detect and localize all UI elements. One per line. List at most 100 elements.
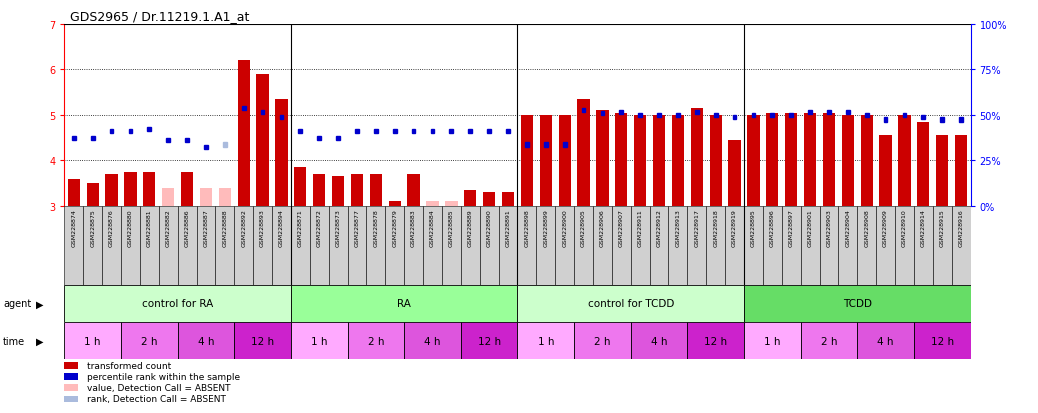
Bar (348, 206, 366, 285)
Text: GSM228906: GSM228906 (600, 209, 605, 247)
Text: 1 h: 1 h (538, 336, 554, 346)
Text: 2 h: 2 h (821, 336, 838, 346)
Text: 2 h: 2 h (367, 336, 384, 346)
Bar (242, 107, 246, 111)
Bar (687, 206, 706, 285)
Text: GSM228916: GSM228916 (958, 209, 963, 247)
Bar (392, 130, 397, 133)
Bar (770, 114, 774, 118)
Bar (563, 143, 567, 147)
Bar (593, 206, 611, 285)
Bar (461, 206, 480, 285)
Text: GSM228878: GSM228878 (374, 209, 379, 247)
Text: time: time (3, 336, 25, 346)
Bar (782, 206, 800, 285)
Text: GSM228872: GSM228872 (317, 209, 322, 247)
Bar (181, 173, 193, 206)
Text: 12 h: 12 h (931, 336, 954, 346)
Text: 1 h: 1 h (311, 336, 327, 346)
Bar (294, 168, 306, 206)
Bar (185, 139, 189, 142)
Text: 1 h: 1 h (84, 336, 101, 346)
Bar (620, 110, 623, 114)
Text: 2 h: 2 h (141, 336, 158, 346)
Bar (388, 202, 401, 206)
Bar (634, 116, 647, 206)
Bar (521, 116, 534, 206)
Bar (355, 130, 359, 133)
Text: ▶: ▶ (36, 299, 44, 309)
Bar (577, 100, 590, 206)
Bar (729, 140, 741, 206)
Bar (540, 116, 552, 206)
Bar (800, 206, 820, 285)
Bar (676, 114, 680, 118)
Bar (747, 116, 760, 206)
Bar (933, 206, 952, 285)
Bar (501, 193, 514, 206)
Text: value, Detection Call = ABSENT: value, Detection Call = ABSENT (87, 383, 230, 392)
Bar (253, 206, 272, 285)
Bar (64, 206, 83, 285)
Bar (517, 285, 744, 322)
Bar (261, 110, 265, 114)
Text: GSM228879: GSM228879 (392, 209, 398, 247)
Bar (857, 322, 913, 359)
Bar (763, 206, 782, 285)
Text: GSM228889: GSM228889 (468, 209, 472, 247)
Bar (537, 206, 555, 285)
Bar (744, 206, 763, 285)
Text: GSM228876: GSM228876 (109, 209, 114, 247)
Bar (279, 116, 283, 120)
Bar (427, 202, 439, 206)
Bar (631, 322, 687, 359)
Bar (299, 130, 302, 133)
Bar (464, 191, 476, 206)
Text: 4 h: 4 h (877, 336, 894, 346)
Bar (235, 322, 291, 359)
Text: GSM228886: GSM228886 (185, 209, 190, 247)
Text: 2 h: 2 h (594, 336, 610, 346)
Text: GSM228875: GSM228875 (90, 209, 95, 247)
Bar (596, 111, 608, 206)
Bar (581, 109, 585, 113)
Text: GSM228911: GSM228911 (637, 209, 643, 247)
Text: GSM228887: GSM228887 (203, 209, 209, 247)
Text: GSM228882: GSM228882 (166, 209, 170, 247)
Bar (309, 206, 329, 285)
Bar (800, 322, 857, 359)
Bar (752, 114, 756, 118)
Bar (125, 173, 137, 206)
Bar (827, 110, 830, 114)
Bar (336, 136, 340, 140)
Bar (842, 116, 854, 206)
Bar (940, 118, 945, 122)
Bar (106, 175, 117, 206)
Text: GSM228891: GSM228891 (506, 209, 511, 247)
Bar (498, 206, 517, 285)
Bar (431, 130, 434, 133)
Text: GSM228896: GSM228896 (770, 209, 774, 247)
Bar (785, 114, 797, 206)
Bar (449, 130, 454, 133)
Bar (348, 322, 404, 359)
Text: 12 h: 12 h (477, 336, 500, 346)
Bar (143, 173, 156, 206)
Bar (177, 322, 235, 359)
Bar (959, 118, 963, 122)
Bar (487, 130, 491, 133)
Text: TCDD: TCDD (843, 299, 872, 309)
Bar (744, 322, 800, 359)
Bar (272, 206, 291, 285)
Text: GSM228881: GSM228881 (146, 209, 152, 247)
Bar (638, 114, 643, 118)
Bar (351, 175, 363, 206)
Bar (90, 136, 94, 140)
Text: transformed count: transformed count (87, 361, 171, 370)
Text: GSM228904: GSM228904 (845, 209, 850, 247)
Bar (766, 114, 778, 206)
Text: 4 h: 4 h (651, 336, 667, 346)
Text: GSM228915: GSM228915 (939, 209, 945, 247)
Bar (558, 116, 571, 206)
Bar (121, 206, 140, 285)
